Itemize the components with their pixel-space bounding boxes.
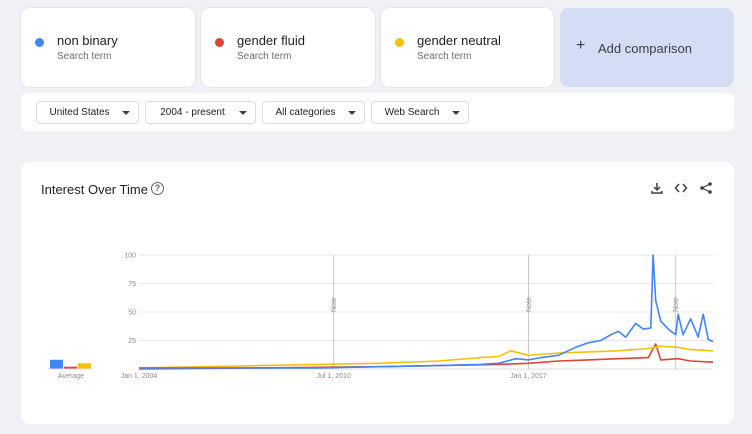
time-range-dropdown[interactable]: 2004 - present [145, 101, 256, 124]
note-label: Note [673, 297, 680, 312]
term-color-dot-icon [395, 38, 404, 47]
series-line-gender-neutral [138, 345, 714, 369]
help-icon[interactable]: ? [151, 182, 164, 195]
download-icon[interactable] [650, 181, 664, 195]
note-label: Note [331, 297, 338, 312]
term-subtitle: Search term [237, 51, 292, 62]
term-color-dot-icon [35, 38, 44, 47]
term-name: gender fluid [237, 33, 305, 48]
average-bar [78, 363, 91, 369]
note-label: Note [526, 297, 533, 312]
axis-labels: 25 50 75 100 Note Note Note Jan 1, 2004 Jul 1, 2… [58, 253, 680, 381]
series-lines [138, 254, 714, 370]
embed-icon[interactable] [674, 181, 688, 195]
search-type-dropdown[interactable]: Web Search [371, 101, 469, 124]
average-bar [64, 366, 77, 369]
x-tick-label: Jan 1, 2004 [121, 373, 158, 380]
interest-over-time-card: Interest Over Time ? 25 50 75 100 Note Note No… [21, 162, 734, 424]
dropdown-label: Web Search [384, 107, 440, 118]
add-comparison-label: Add comparison [598, 41, 692, 56]
dropdown-label: 2004 - present [160, 107, 225, 118]
term-subtitle: Search term [57, 51, 112, 62]
dropdown-label: United States [49, 107, 110, 118]
term-color-dot-icon [215, 38, 224, 47]
caret-down-icon [348, 111, 356, 115]
term-name: non binary [57, 33, 118, 48]
y-tick-label: 100 [124, 253, 136, 260]
caret-down-icon [239, 111, 247, 115]
term-name: gender neutral [417, 33, 501, 48]
term-card-gender-neutral[interactable]: gender neutral Search term [381, 8, 554, 87]
average-label: Average [58, 373, 84, 380]
plus-icon: + [576, 37, 586, 54]
term-card-non-binary[interactable]: non binary Search term [21, 8, 195, 87]
caret-down-icon [122, 111, 130, 115]
category-dropdown[interactable]: All categories [262, 101, 365, 124]
term-card-gender-fluid[interactable]: gender fluid Search term [201, 8, 375, 87]
filter-bar: United States 2004 - present All categor… [21, 93, 734, 131]
average-bar [50, 359, 63, 369]
x-tick-label: Jul 1, 2010 [316, 373, 350, 380]
caret-down-icon [452, 111, 460, 115]
search-terms-row: non binary Search term gender fluid Sear… [21, 8, 734, 87]
term-subtitle: Search term [417, 51, 472, 62]
chart-title: Interest Over Time [41, 182, 148, 197]
chart-grid [139, 254, 713, 370]
x-tick-label: Jan 1, 2017 [510, 373, 547, 380]
region-dropdown[interactable]: United States [36, 101, 139, 124]
line-chart[interactable]: 25 50 75 100 Note Note Note Jan 1, 2004 Jul 1, 2… [21, 162, 734, 424]
dropdown-label: All categories [275, 107, 336, 118]
y-tick-label: 25 [128, 338, 136, 345]
y-tick-label: 50 [128, 310, 136, 317]
add-comparison-button[interactable]: + Add comparison [560, 8, 734, 87]
share-icon[interactable] [699, 181, 713, 195]
y-tick-label: 75 [128, 281, 136, 288]
average-bars [48, 359, 93, 370]
series-line-non-binary [139, 254, 714, 369]
